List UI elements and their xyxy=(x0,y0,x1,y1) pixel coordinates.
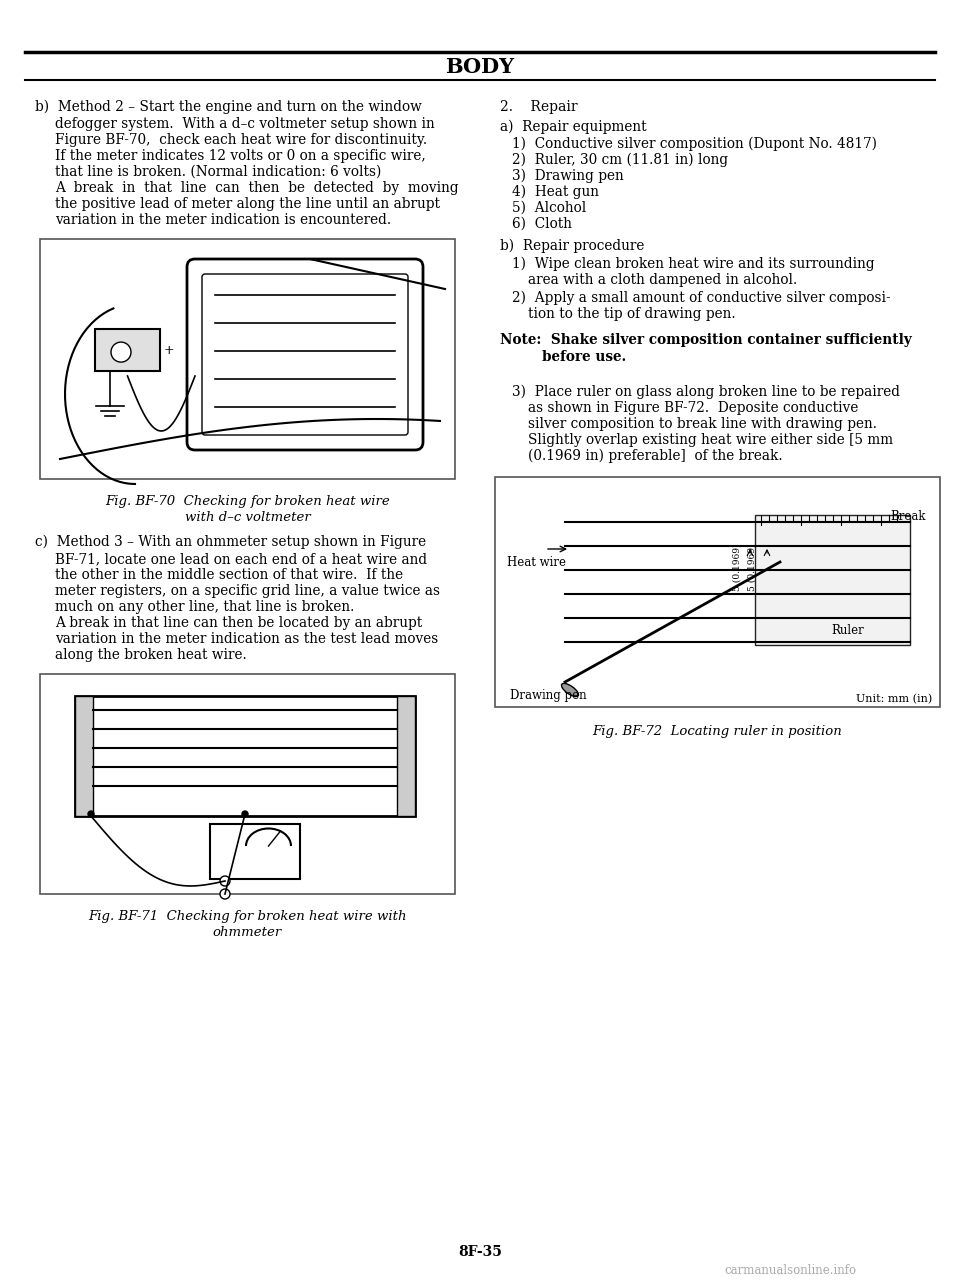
Text: 8F-35: 8F-35 xyxy=(458,1245,502,1259)
Text: Fig. BF-70  Checking for broken heat wire: Fig. BF-70 Checking for broken heat wire xyxy=(106,495,390,508)
Text: much on any other line, that line is broken.: much on any other line, that line is bro… xyxy=(55,600,354,615)
Text: 1)  Wipe clean broken heat wire and its surrounding: 1) Wipe clean broken heat wire and its s… xyxy=(512,257,875,272)
Text: 5 (0.1969): 5 (0.1969) xyxy=(732,543,741,590)
Text: If the meter indicates 12 volts or 0 on a specific wire,: If the meter indicates 12 volts or 0 on … xyxy=(55,149,425,163)
Circle shape xyxy=(88,811,94,817)
Text: 4)  Heat gun: 4) Heat gun xyxy=(512,185,599,199)
Text: A break in that line can then be located by an abrupt: A break in that line can then be located… xyxy=(55,616,422,630)
Text: Drawing pen: Drawing pen xyxy=(510,689,587,702)
Text: 3)  Drawing pen: 3) Drawing pen xyxy=(512,169,624,183)
Text: +: + xyxy=(164,344,175,357)
Text: 2.    Repair: 2. Repair xyxy=(500,100,578,114)
Bar xyxy=(75,695,93,816)
Circle shape xyxy=(111,343,131,362)
Text: Note:  Shake silver composition container sufficiently: Note: Shake silver composition container… xyxy=(500,334,912,346)
Text: area with a cloth dampened in alcohol.: area with a cloth dampened in alcohol. xyxy=(528,273,797,287)
Text: tion to the tip of drawing pen.: tion to the tip of drawing pen. xyxy=(528,307,735,321)
Text: 5)  Alcohol: 5) Alcohol xyxy=(512,201,587,216)
Bar xyxy=(397,695,415,816)
Bar xyxy=(40,674,455,894)
Bar xyxy=(495,477,940,707)
Text: 5 (0.1969): 5 (0.1969) xyxy=(748,543,756,590)
Text: Fig. BF-72  Locating ruler in position: Fig. BF-72 Locating ruler in position xyxy=(592,725,842,738)
Text: BF-71, locate one lead on each end of a heat wire and: BF-71, locate one lead on each end of a … xyxy=(55,552,427,566)
Text: a)  Repair equipment: a) Repair equipment xyxy=(500,121,647,135)
Text: before use.: before use. xyxy=(542,350,626,364)
Circle shape xyxy=(220,876,230,887)
Text: variation in the meter indication as the test lead moves: variation in the meter indication as the… xyxy=(55,633,439,647)
Circle shape xyxy=(242,811,248,817)
Text: 2)  Ruler, 30 cm (11.81 in) long: 2) Ruler, 30 cm (11.81 in) long xyxy=(512,153,728,167)
Text: Unit: mm (in): Unit: mm (in) xyxy=(855,694,932,704)
FancyBboxPatch shape xyxy=(202,275,408,435)
Text: Ruler: Ruler xyxy=(831,624,864,636)
Text: the positive lead of meter along the line until an abrupt: the positive lead of meter along the lin… xyxy=(55,198,440,210)
Circle shape xyxy=(220,889,230,899)
Text: Break: Break xyxy=(890,511,925,523)
Text: Slightly overlap existing heat wire either side [5 mm: Slightly overlap existing heat wire eith… xyxy=(528,432,893,446)
Text: b)  Method 2 – Start the engine and turn on the window: b) Method 2 – Start the engine and turn … xyxy=(35,100,421,114)
Text: that line is broken. (Normal indication: 6 volts): that line is broken. (Normal indication:… xyxy=(55,166,381,180)
Text: along the broken heat wire.: along the broken heat wire. xyxy=(55,648,247,662)
Text: BODY: BODY xyxy=(445,56,515,77)
Text: Fig. BF-71  Checking for broken heat wire with: Fig. BF-71 Checking for broken heat wire… xyxy=(88,910,407,922)
Text: 6)  Cloth: 6) Cloth xyxy=(512,217,572,231)
Text: meter registers, on a specific grid line, a value twice as: meter registers, on a specific grid line… xyxy=(55,584,440,598)
Text: 3)  Place ruler on glass along broken line to be repaired: 3) Place ruler on glass along broken lin… xyxy=(512,385,900,399)
Text: c)  Method 3 – With an ohmmeter setup shown in Figure: c) Method 3 – With an ohmmeter setup sho… xyxy=(35,535,426,549)
Text: as shown in Figure BF-72.  Deposite conductive: as shown in Figure BF-72. Deposite condu… xyxy=(528,402,858,414)
Text: 2)  Apply a small amount of conductive silver composi-: 2) Apply a small amount of conductive si… xyxy=(512,291,891,305)
Text: ohmmeter: ohmmeter xyxy=(213,926,282,939)
Ellipse shape xyxy=(562,684,579,697)
Text: 1)  Conductive silver composition (Dupont No. 4817): 1) Conductive silver composition (Dupont… xyxy=(512,137,877,151)
Bar xyxy=(40,239,455,479)
Text: silver composition to break line with drawing pen.: silver composition to break line with dr… xyxy=(528,417,877,431)
Text: A  break  in  that  line  can  then  be  detected  by  moving: A break in that line can then be detecte… xyxy=(55,181,459,195)
Bar xyxy=(755,514,910,645)
FancyBboxPatch shape xyxy=(187,259,423,450)
Text: variation in the meter indication is encountered.: variation in the meter indication is enc… xyxy=(55,213,391,227)
Bar xyxy=(95,328,160,371)
Text: with d–c voltmeter: with d–c voltmeter xyxy=(184,511,310,523)
Text: the other in the middle section of that wire.  If the: the other in the middle section of that … xyxy=(55,568,403,582)
Text: b)  Repair procedure: b) Repair procedure xyxy=(500,239,644,253)
Text: defogger system.  With a d–c voltmeter setup shown in: defogger system. With a d–c voltmeter se… xyxy=(55,117,435,131)
Bar xyxy=(210,824,300,879)
Text: (0.1969 in) preferable]  of the break.: (0.1969 in) preferable] of the break. xyxy=(528,449,782,463)
Text: Figure BF-70,  check each heat wire for discontinuity.: Figure BF-70, check each heat wire for d… xyxy=(55,133,427,148)
Text: carmanualsonline.info: carmanualsonline.info xyxy=(724,1264,856,1277)
Bar xyxy=(75,695,415,816)
Text: Heat wire: Heat wire xyxy=(507,556,566,568)
